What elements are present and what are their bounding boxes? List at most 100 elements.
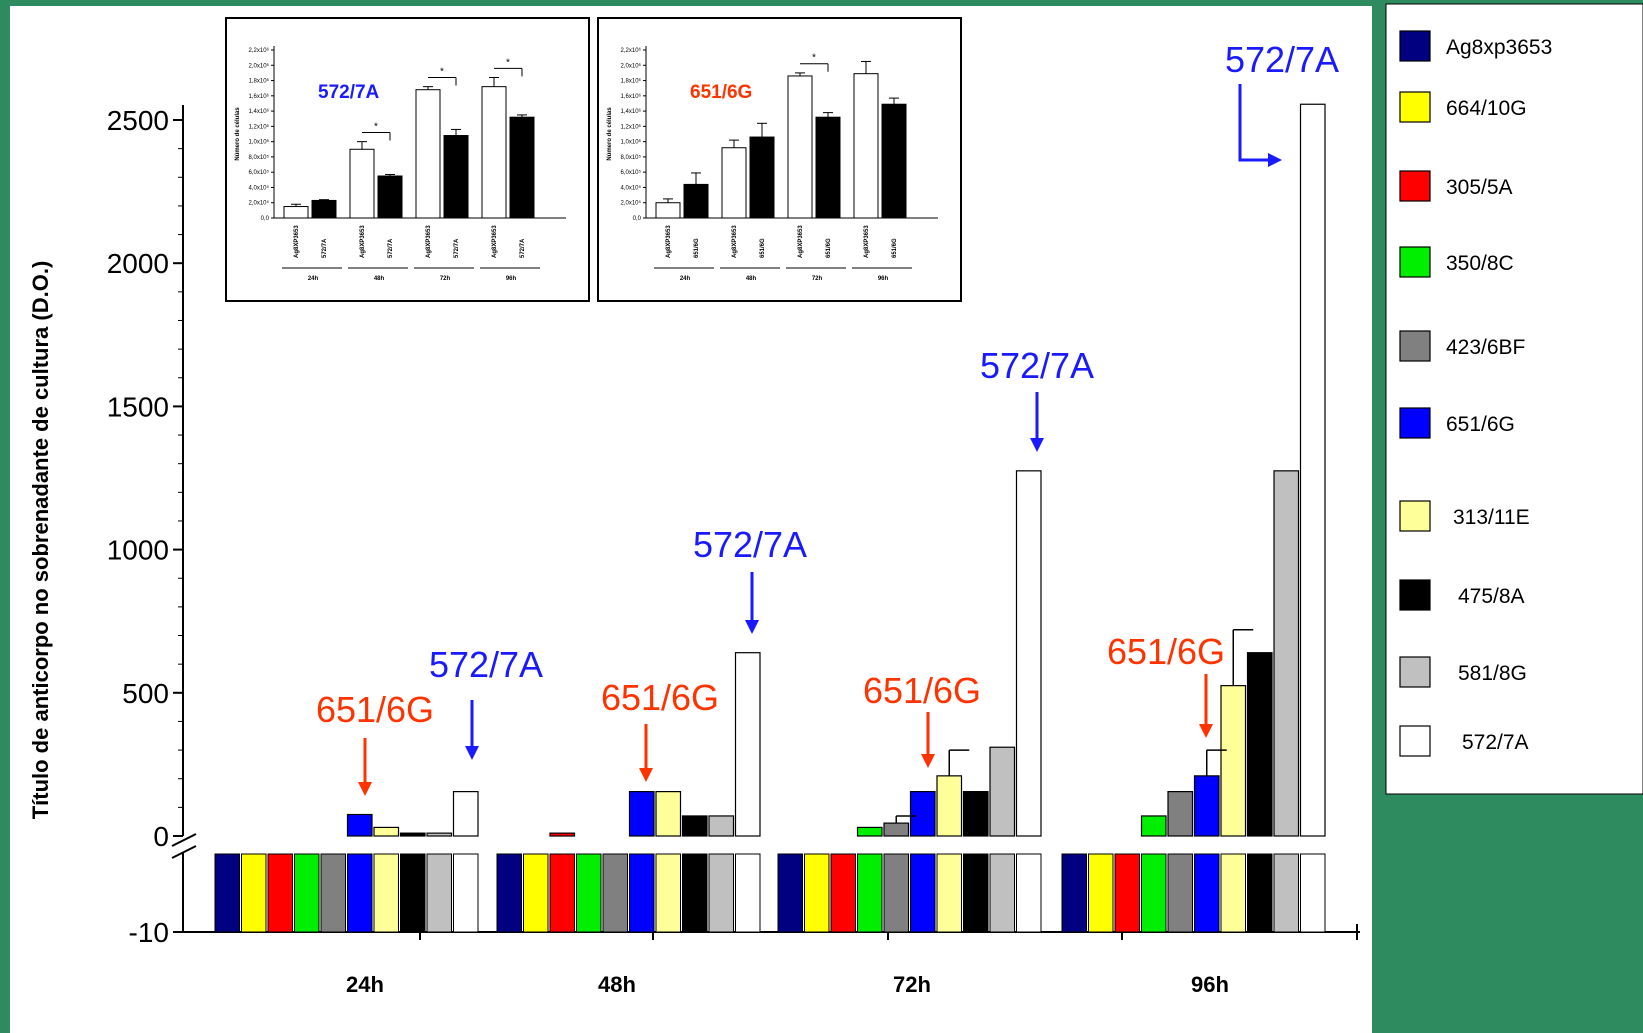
main-chart-axes: 0 500 1000 1500 2000 2500 -10 Título de anticor…: [28, 105, 1360, 997]
bar-lower-segment: [1061, 853, 1087, 933]
y-tick-label: 2500: [107, 105, 169, 136]
inset-group-label: 72h: [440, 276, 451, 282]
x-category-label: 96h: [1191, 972, 1229, 997]
axis-break-mark: [171, 833, 197, 847]
inset-bar-label: 651/6G: [826, 238, 832, 258]
bar: [549, 832, 576, 837]
inset-title: 651/6G: [690, 82, 752, 103]
inset-y-tick-label: 8,0x10⁵: [620, 154, 641, 161]
annotation-arrowhead: [465, 746, 479, 760]
bar-lower-segment: [347, 853, 373, 933]
inset-bar: [377, 175, 403, 219]
bar-lower-segment: [496, 853, 522, 933]
inset-group-label: 48h: [746, 276, 757, 282]
inset-title: 572/7A: [318, 82, 380, 103]
inset-y-tick-label: 1,2x10⁶: [621, 123, 642, 130]
inset-y-tick-label: 1,4x10⁶: [249, 108, 270, 115]
bar: [936, 775, 963, 837]
inset-y-tick-label: 2,0x10⁵: [248, 200, 269, 207]
annotation-arrowhead: [639, 768, 653, 782]
inset-bar-label: Ag8XP3653: [294, 225, 300, 258]
annotation-label: 651/6G: [1107, 631, 1225, 672]
axis-break-mark: [171, 845, 197, 859]
y-tick-label: 0: [153, 821, 169, 852]
legend-swatch: [1399, 91, 1431, 123]
inset-y-tick-label: 4,0x10⁵: [620, 184, 641, 191]
inset-bar: [655, 202, 681, 219]
legend-swatch: [1399, 246, 1431, 278]
inset-group-label: 24h: [680, 276, 691, 282]
inset-bar-label: Ag8XP3653: [798, 225, 804, 258]
bar-lower-segment: [777, 853, 803, 933]
bar: [346, 813, 373, 837]
inset-frame: [225, 17, 590, 302]
annotation-label: 651/6G: [316, 689, 434, 730]
bar-lower-segment: [1016, 853, 1042, 933]
annotation-arrowhead: [1268, 153, 1282, 167]
bar-lower-segment: [936, 853, 962, 933]
inset-y-tick-label: 1,6x10⁶: [249, 93, 270, 100]
inset-y-tick-label: 2,2x10⁶: [621, 47, 642, 54]
bar: [856, 826, 883, 837]
legend-swatch: [1399, 579, 1431, 611]
bar-lower-segment: [910, 853, 936, 933]
inset-bar-label: Ag8XP3653: [864, 225, 870, 258]
inset-bar: [787, 75, 813, 219]
bar: [883, 822, 910, 837]
inset-y-tick-label: 1,0x10⁶: [621, 139, 642, 146]
inset-y-tick-label: 1,2x10⁶: [249, 123, 270, 130]
y-tick-label: -10: [129, 917, 169, 948]
main-chart-labels: 651/6G572/7A651/6G572/7A651/6G572/7A651/…: [316, 39, 1339, 796]
bar-lower-segment: [373, 853, 399, 933]
bar: [1299, 103, 1326, 837]
bar: [655, 791, 682, 837]
bar-lower-segment: [523, 853, 549, 933]
legend-label: 423/6BF: [1446, 336, 1525, 359]
chart-legend: Ag8xp3653 664/10G 305/5A 350/8C 423/6BF 651/6…: [1399, 30, 1552, 757]
bar: [1015, 470, 1042, 837]
bar: [708, 815, 735, 837]
bar-lower-segment: [320, 853, 346, 933]
inset-group-label: 96h: [878, 276, 889, 282]
inset-bar: [509, 116, 535, 219]
inset-y-tick-label: 1,8x10⁶: [621, 78, 642, 85]
bar-lower-segment: [1194, 853, 1220, 933]
inset-sig-star: *: [506, 57, 510, 68]
main-chart-bars: [214, 103, 1326, 933]
inset-bar-label: 651/6G: [760, 238, 766, 258]
bar: [681, 815, 708, 837]
bar: [399, 832, 426, 837]
inset-y-tick-label: 2,0x10⁶: [621, 62, 642, 69]
bar-lower-segment: [708, 853, 734, 933]
inset-bar-label: 572/7A: [322, 238, 328, 258]
inset-group-label: 48h: [374, 276, 385, 282]
annotation-arrowhead: [1199, 724, 1213, 738]
inset-sig-star: *: [374, 121, 378, 132]
bar-lower-segment: [1220, 853, 1246, 933]
inset-chart-572-7a: 0,0 2,0x10⁵ 4,0x10⁵ 6,0x10⁵ 8,0x10⁵ 1,0x10⁶ 1,…: [225, 17, 590, 302]
inset-y-tick-label: 1,0x10⁶: [249, 139, 270, 146]
inset-bar: [853, 73, 879, 219]
bar-lower-segment: [1167, 853, 1193, 933]
bar-lower-segment: [1247, 853, 1273, 933]
inset-group-label: 72h: [812, 276, 823, 282]
annotation-arrowhead: [921, 754, 935, 768]
bar-lower-segment: [804, 853, 830, 933]
bar-lower-segment: [830, 853, 856, 933]
inset-bar: [721, 147, 747, 219]
bar: [909, 791, 936, 837]
annotation-label: 651/6G: [601, 677, 719, 718]
bar: [1246, 652, 1273, 837]
bar-lower-segment: [883, 853, 909, 933]
inset-frame: [597, 17, 962, 302]
inset-chart-651-6g: 0,0 2,0x10⁵ 4,0x10⁵ 6,0x10⁵ 8,0x10⁵ 1,0x10⁶ 1,…: [597, 17, 962, 302]
annotation-label: 651/6G: [863, 670, 981, 711]
annotation-label: 572/7A: [429, 644, 543, 685]
bar-lower-segment: [267, 853, 293, 933]
bar: [373, 826, 400, 837]
legend-label: Ag8xp3653: [1446, 36, 1552, 59]
bar-lower-segment: [1141, 853, 1167, 933]
bar-lower-segment: [453, 853, 479, 933]
annotation-label: 572/7A: [693, 524, 807, 565]
